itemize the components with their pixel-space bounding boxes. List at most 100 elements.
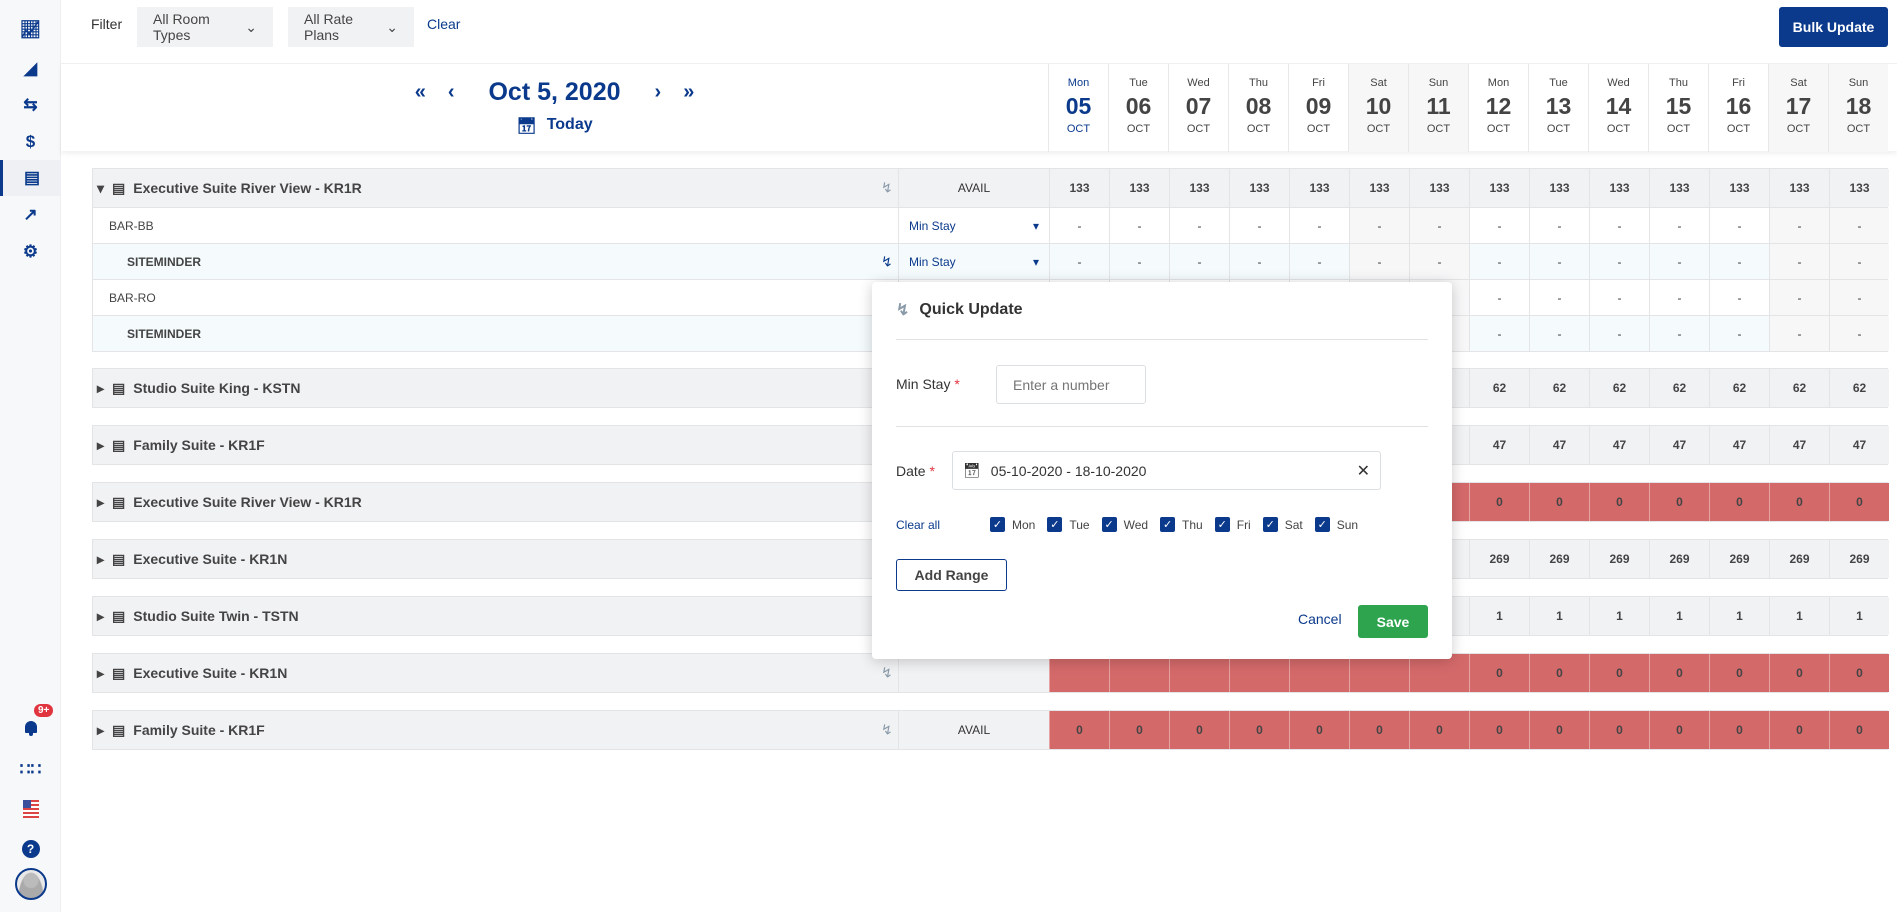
day-value-cell[interactable]: 0 (1289, 711, 1349, 749)
day-value-cell[interactable]: 269 (1649, 540, 1709, 578)
day-value-cell[interactable]: - (1229, 244, 1289, 279)
day-value-cell[interactable]: 1 (1709, 597, 1769, 635)
day-value-cell[interactable]: 0 (1709, 711, 1769, 749)
day-value-cell[interactable]: 0 (1049, 711, 1109, 749)
day-value-cell[interactable]: - (1769, 208, 1829, 243)
room-type-label[interactable]: ▸ ▤ Studio Suite Twin - TSTN (93, 597, 299, 635)
day-value-cell[interactable]: - (1529, 316, 1589, 351)
room-types-select[interactable]: All Room Types ⌄ (137, 7, 273, 47)
expand-caret-icon[interactable]: ▸ (97, 721, 105, 738)
lightning-icon[interactable]: ↯ (881, 721, 893, 738)
checkbox-icon[interactable]: ✓ (1314, 517, 1330, 532)
day-value-cell[interactable]: - (1109, 244, 1169, 279)
expand-caret-icon[interactable]: ▸ (97, 379, 105, 396)
day-value-cell[interactable]: 0 (1829, 711, 1889, 749)
day-value-cell[interactable]: - (1049, 208, 1109, 243)
day-value-cell[interactable]: 133 (1469, 169, 1529, 207)
day-value-cell[interactable]: 269 (1589, 540, 1649, 578)
chevron-right-icon[interactable]: › (654, 81, 662, 103)
day-value-cell[interactable]: 0 (1409, 711, 1469, 749)
day-value-cell[interactable]: 47 (1829, 426, 1889, 464)
us-flag-icon[interactable] (0, 791, 61, 827)
day-value-cell[interactable]: 62 (1589, 369, 1649, 407)
day-value-cell[interactable]: - (1829, 280, 1889, 315)
weekday-checkbox-wed[interactable]: ✓ Wed (1101, 517, 1148, 532)
lightning-icon[interactable]: ↯ (881, 253, 893, 269)
day-value-cell[interactable]: - (1469, 316, 1529, 351)
day-value-cell[interactable] (1169, 654, 1229, 692)
day-value-cell[interactable]: 0 (1589, 483, 1649, 521)
day-value-cell[interactable]: 133 (1709, 169, 1769, 207)
day-value-cell[interactable]: 62 (1769, 369, 1829, 407)
weekday-checkbox-tue[interactable]: ✓ Tue (1047, 517, 1090, 532)
day-value-cell[interactable]: - (1289, 244, 1349, 279)
help-icon[interactable]: ? (0, 831, 61, 867)
checkbox-icon[interactable]: ✓ (1214, 517, 1230, 532)
day-value-cell[interactable]: 62 (1709, 369, 1769, 407)
day-value-cell[interactable]: 1 (1829, 597, 1889, 635)
day-value-cell[interactable]: - (1229, 208, 1289, 243)
expand-caret-icon[interactable]: ▾ (97, 179, 105, 196)
chevron-left-icon[interactable]: ‹ (447, 81, 455, 103)
day-value-cell[interactable]: 62 (1649, 369, 1709, 407)
trend-icon[interactable]: ↗ (23, 205, 38, 224)
day-value-cell[interactable]: - (1829, 316, 1889, 351)
day-value-cell[interactable]: 0 (1589, 711, 1649, 749)
day-value-cell[interactable]: 62 (1469, 369, 1529, 407)
room-type-label[interactable]: ▸ ▤ Executive Suite - KR1N (93, 654, 287, 692)
day-value-cell[interactable]: 133 (1649, 169, 1709, 207)
dashboard-chart-icon[interactable]: 📈︎ (19, 20, 42, 39)
day-value-cell[interactable]: 0 (1469, 711, 1529, 749)
day-value-cell[interactable]: - (1829, 208, 1889, 243)
day-value-cell[interactable]: 133 (1829, 169, 1889, 207)
day-value-cell[interactable]: 269 (1769, 540, 1829, 578)
day-value-cell[interactable]: - (1709, 208, 1769, 243)
day-value-cell[interactable]: 133 (1109, 169, 1169, 207)
close-icon[interactable]: ✕ (1356, 462, 1370, 480)
day-value-cell[interactable] (1349, 654, 1409, 692)
bulk-update-button[interactable]: Bulk Update (1779, 7, 1888, 47)
day-value-cell[interactable]: 0 (1769, 711, 1829, 749)
day-value-cell[interactable]: - (1409, 244, 1469, 279)
room-type-label[interactable]: ▸ ▤ Executive Suite - KR1N (93, 540, 287, 578)
day-value-cell[interactable]: - (1169, 208, 1229, 243)
room-type-label[interactable]: ▸ ▤ Studio Suite King - KSTN (93, 369, 300, 407)
day-value-cell[interactable]: 47 (1649, 426, 1709, 464)
day-value-cell[interactable]: 0 (1829, 483, 1889, 521)
day-value-cell[interactable]: 0 (1709, 483, 1769, 521)
day-value-cell[interactable]: - (1289, 208, 1349, 243)
day-value-cell[interactable]: 0 (1169, 711, 1229, 749)
bed-icon[interactable]: ▤ (0, 160, 61, 196)
expand-caret-icon[interactable]: ▸ (97, 664, 105, 681)
day-value-cell[interactable]: - (1709, 280, 1769, 315)
day-value-cell[interactable]: 0 (1469, 483, 1529, 521)
day-value-cell[interactable]: - (1529, 280, 1589, 315)
day-value-cell[interactable]: 62 (1829, 369, 1889, 407)
day-value-cell[interactable] (1289, 654, 1349, 692)
cancel-button[interactable]: Cancel (1298, 611, 1342, 627)
day-value-cell[interactable]: 47 (1529, 426, 1589, 464)
rate-plans-select[interactable]: All Rate Plans ⌄ (288, 7, 414, 47)
restriction-select[interactable]: Min Stay ▾ (898, 208, 1049, 243)
add-range-button[interactable]: Add Range (896, 559, 1007, 591)
day-value-cell[interactable]: 133 (1529, 169, 1589, 207)
day-value-cell[interactable]: 133 (1589, 169, 1649, 207)
day-value-cell[interactable]: 62 (1529, 369, 1589, 407)
day-value-cell[interactable]: - (1829, 244, 1889, 279)
double-chevron-right-icon[interactable]: » (683, 81, 695, 103)
day-value-cell[interactable]: 133 (1769, 169, 1829, 207)
day-value-cell[interactable] (1409, 654, 1469, 692)
day-value-cell[interactable]: 133 (1349, 169, 1409, 207)
min-stay-input[interactable] (996, 365, 1146, 404)
day-value-cell[interactable]: 1 (1589, 597, 1649, 635)
checkbox-icon[interactable]: ✓ (1101, 517, 1117, 532)
day-value-cell[interactable]: 0 (1769, 483, 1829, 521)
day-value-cell[interactable]: - (1769, 316, 1829, 351)
day-value-cell[interactable]: 0 (1829, 654, 1889, 692)
expand-caret-icon[interactable]: ▸ (97, 607, 105, 624)
day-value-cell[interactable]: 0 (1649, 483, 1709, 521)
day-value-cell[interactable]: - (1529, 244, 1589, 279)
checkbox-icon[interactable]: ✓ (990, 517, 1005, 532)
day-value-cell[interactable]: 0 (1349, 711, 1409, 749)
day-value-cell[interactable]: 269 (1469, 540, 1529, 578)
